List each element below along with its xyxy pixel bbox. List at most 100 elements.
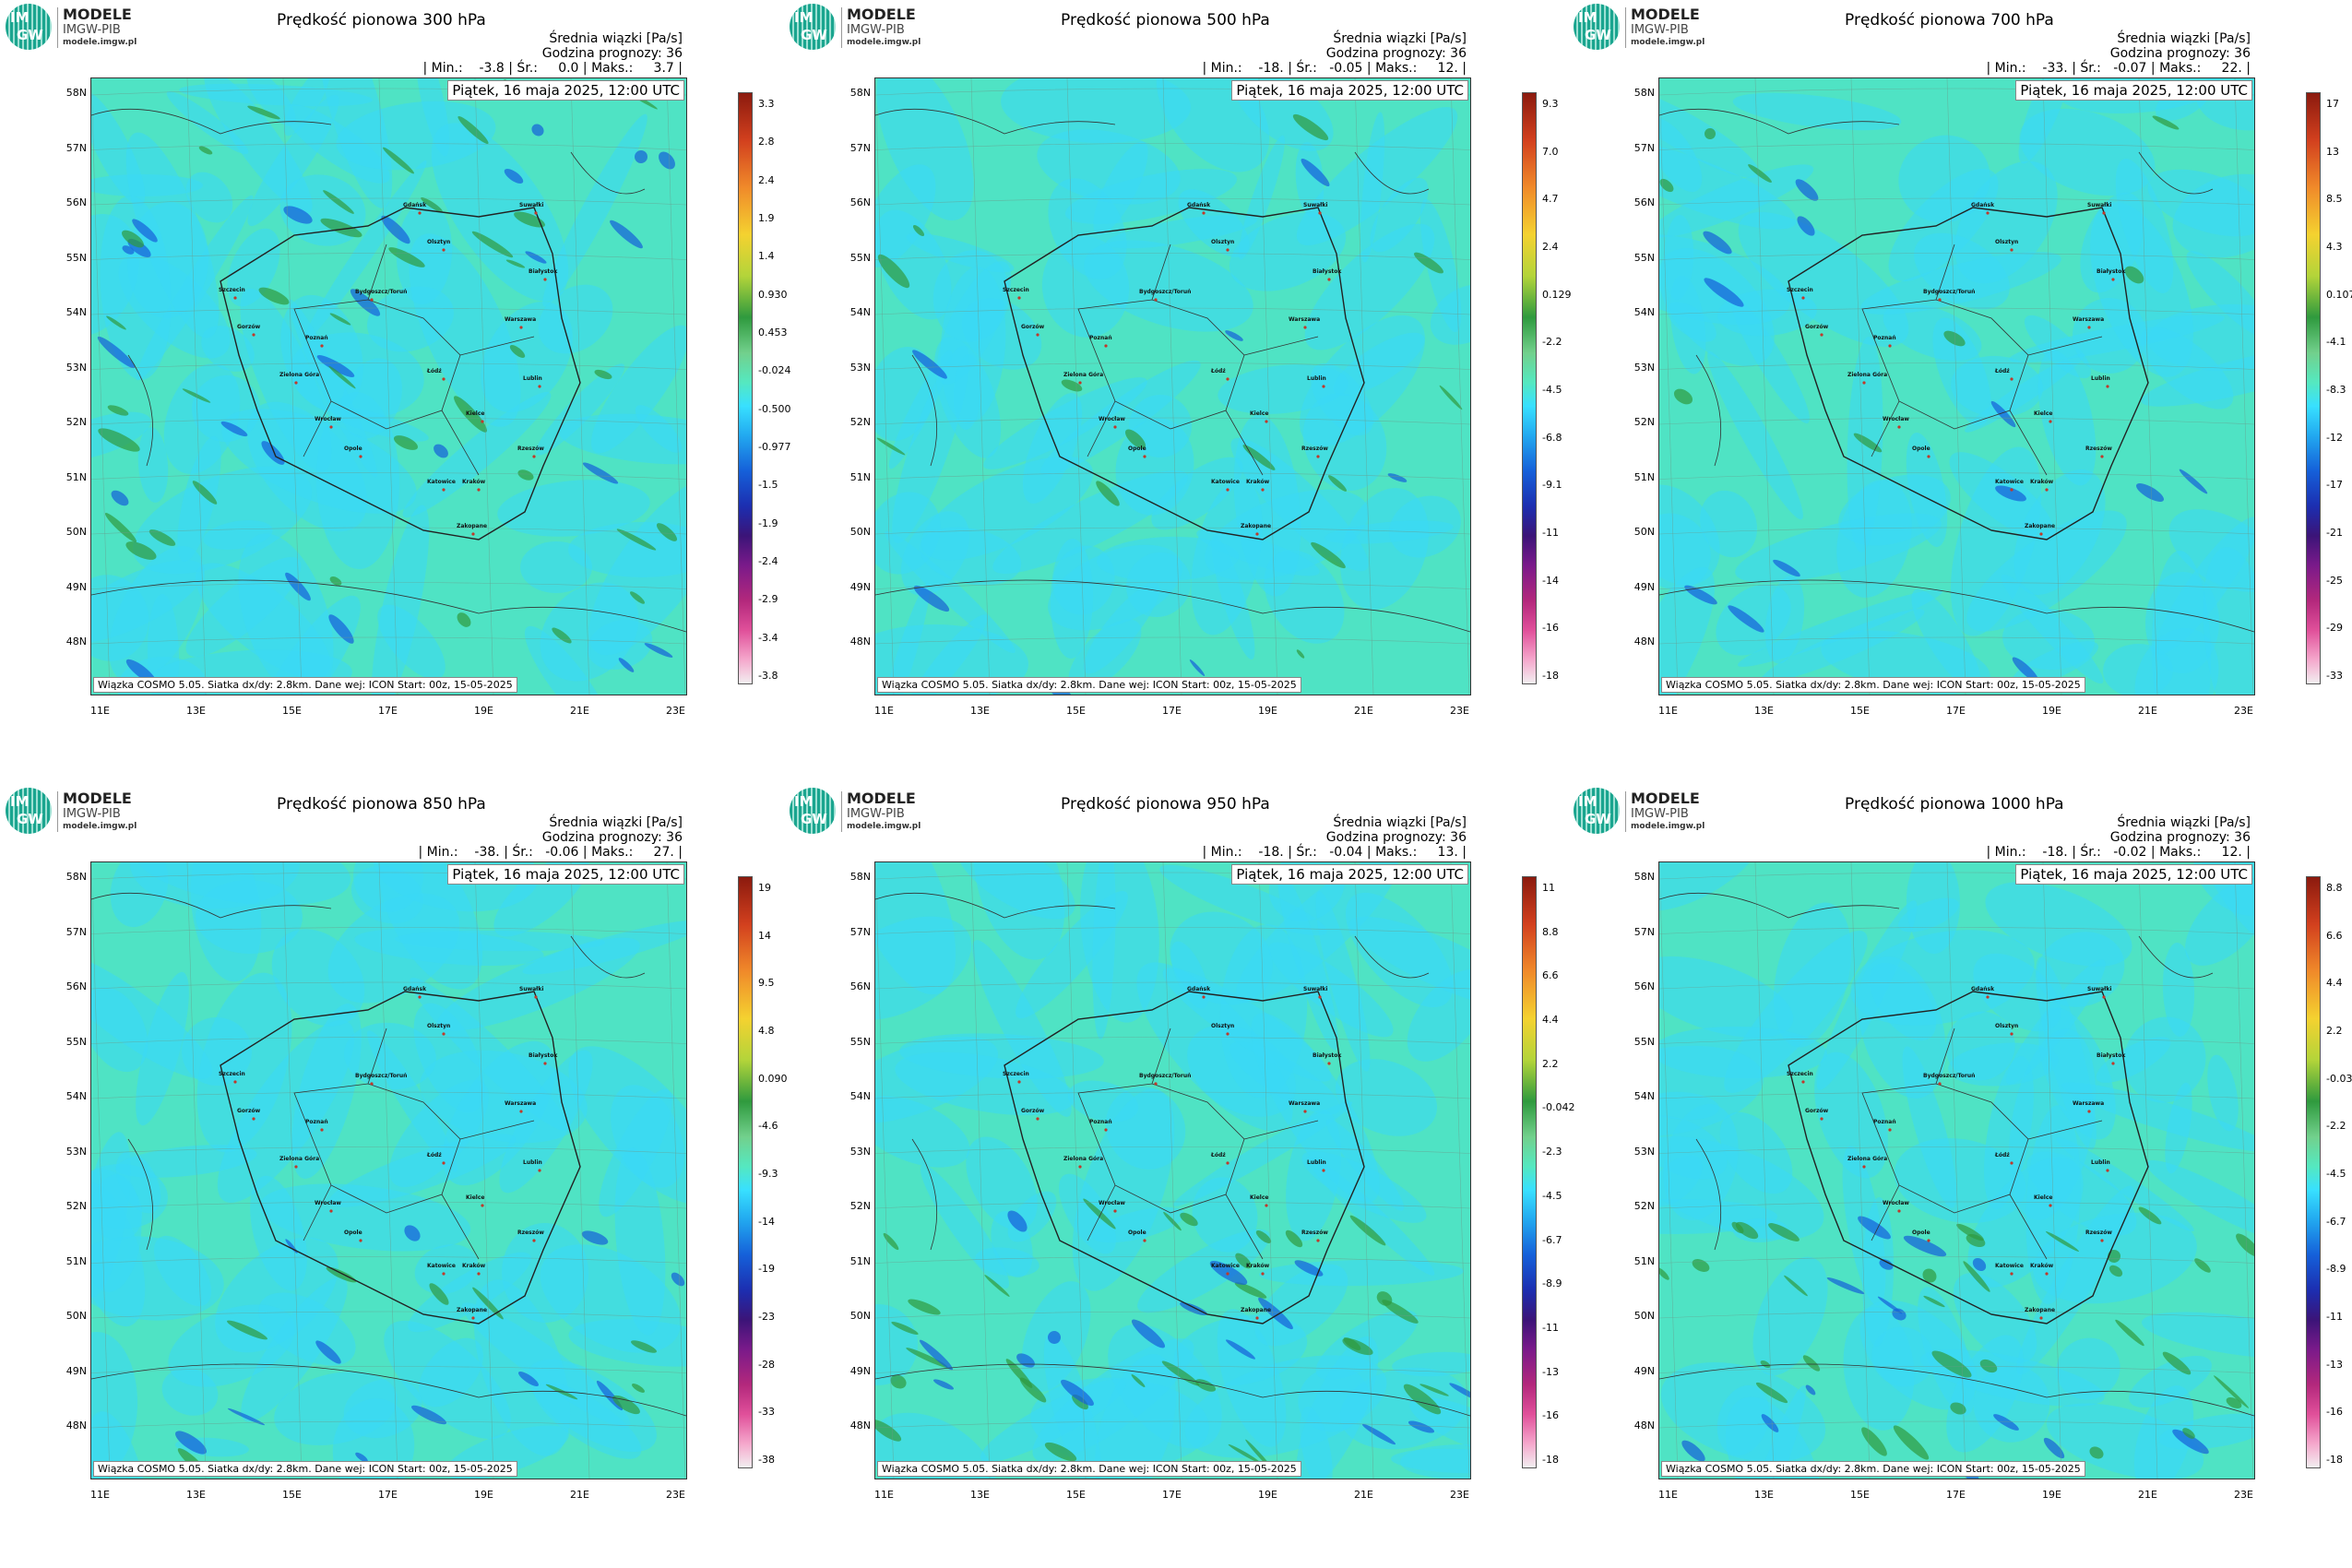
- logo-subtitle: IMGW-PIB: [1631, 807, 1689, 821]
- longitude-tick-label: 21E: [570, 1489, 589, 1501]
- city-label: Gorzów: [1805, 324, 1829, 330]
- city-label: Gdańsk: [1187, 202, 1211, 208]
- logo-im-text: IM: [794, 9, 814, 26]
- latitude-tick-label: 58N: [1633, 871, 1655, 883]
- latitude-tick-label: 51N: [1633, 1254, 1655, 1267]
- latitude-tick-label: 49N: [1633, 1364, 1655, 1377]
- city-label: Olsztyn: [1995, 1023, 2019, 1029]
- forecast-panel-5: IM GW MODELE IMGW-PIB modele.imgw.pl Prę…: [784, 784, 1574, 1568]
- logo-im-text: IM: [10, 9, 30, 26]
- logo-divider: [57, 791, 58, 832]
- city-label: Wrocław: [1099, 1200, 1125, 1206]
- city-label: Bydgoszcz/Toruń: [1139, 289, 1192, 295]
- city-label: Zielona Góra: [1063, 372, 1104, 378]
- longitude-tick-label: 21E: [2138, 1489, 2157, 1501]
- logo-title: MODELE: [847, 790, 916, 807]
- latitude-tick-label: 53N: [849, 361, 871, 374]
- panel-title: Prędkość pionowa 300 hPa: [277, 11, 486, 30]
- latitude-tick-label: 57N: [1633, 141, 1655, 154]
- longitude-tick-label: 19E: [2042, 705, 2061, 717]
- longitude-tick-label: 23E: [666, 705, 685, 717]
- colorbar-tick-label: 8.8: [1542, 925, 1559, 938]
- colorbar-tick-label: -2.4: [758, 555, 778, 567]
- city-label: Opole: [1128, 1229, 1146, 1236]
- latitude-tick-label: 57N: [849, 141, 871, 154]
- city-label: Szczecin: [219, 287, 245, 293]
- city-label: Zakopane: [1241, 1307, 1272, 1313]
- city-label: Zielona Góra: [1847, 372, 1888, 378]
- city-label: Lublin: [1307, 1159, 1326, 1166]
- city-label: Szczecin: [1003, 1071, 1029, 1077]
- map-area[interactable]: Piątek, 16 maja 2025, 12:00 UTC Wiązka C…: [1658, 77, 2255, 695]
- colorbar-tick-label: -21: [2326, 527, 2343, 539]
- colorbar-tick-label: -16: [1542, 622, 1559, 635]
- latitude-tick-label: 57N: [849, 925, 871, 938]
- colorbar-tick-label: -6.7: [2326, 1215, 2346, 1228]
- colorbar-tick-label: 0.930: [758, 288, 788, 301]
- city-label: Zielona Góra: [1063, 1156, 1104, 1162]
- logo-im-text: IM: [1578, 793, 1598, 810]
- map-area[interactable]: Piątek, 16 maja 2025, 12:00 UTC Wiązka C…: [1658, 861, 2255, 1479]
- city-label: Zakopane: [457, 1307, 488, 1313]
- colorbar-tick-label: -8.9: [2326, 1263, 2346, 1276]
- map-field: [875, 862, 1470, 1479]
- longitude-tick-label: 11E: [1658, 705, 1678, 717]
- latitude-tick-label: 56N: [1633, 980, 1655, 992]
- logo-subtitle: IMGW-PIB: [63, 23, 121, 37]
- city-label: Suwałki: [2087, 202, 2112, 208]
- colorbar-tick-label: 4.4: [2326, 977, 2343, 990]
- latitude-tick-label: 48N: [849, 636, 871, 647]
- latitude-tick-label: 56N: [1633, 196, 1655, 208]
- city-label: Szczecin: [219, 1071, 245, 1077]
- longitude-tick-label: 21E: [570, 705, 589, 717]
- colorbar-tick-label: 19: [758, 882, 771, 894]
- longitude-tick-label: 21E: [1354, 1489, 1373, 1501]
- imgw-logo-icon: IM GW: [6, 4, 52, 50]
- logo-divider: [841, 791, 842, 832]
- colorbar-tick-label: 7.0: [1542, 145, 1559, 158]
- city-label: Bydgoszcz/Toruń: [1923, 289, 1976, 295]
- city-label: Lublin: [2091, 375, 2110, 382]
- city-label: Zakopane: [2025, 523, 2056, 529]
- city-label: Białystok: [529, 268, 558, 275]
- city-label: Gorzów: [1021, 324, 1045, 330]
- stats-label: | Min.: -3.8 | Śr.: 0.0 | Maks.: 3.7 |: [422, 61, 683, 76]
- longitude-tick-label: 15E: [282, 1489, 302, 1501]
- latitude-tick-label: 57N: [1633, 925, 1655, 938]
- city-label: Szczecin: [1787, 287, 1813, 293]
- latitude-tick-label: 50N: [849, 1310, 871, 1322]
- longitude-tick-label: 11E: [90, 705, 110, 717]
- colorbar-tick-label: -2.3: [1542, 1146, 1562, 1158]
- map-area[interactable]: Piątek, 16 maja 2025, 12:00 UTC Wiązka C…: [874, 77, 1471, 695]
- city-label: Kielce: [2034, 410, 2053, 417]
- city-label: Suwałki: [1303, 202, 1328, 208]
- latitude-tick-label: 58N: [65, 87, 87, 99]
- city-label: Łódź: [1211, 368, 1226, 374]
- map-field: [1659, 78, 2254, 695]
- map-field: [875, 78, 1470, 695]
- city-label: Olsztyn: [1995, 239, 2019, 245]
- imgw-logo-icon: IM GW: [790, 788, 836, 834]
- logo-gw-text: GW: [801, 27, 827, 43]
- unit-label: Średnia wiązki [Pa/s]: [2117, 31, 2251, 46]
- map-area[interactable]: Piątek, 16 maja 2025, 12:00 UTC Wiązka C…: [90, 77, 687, 695]
- latitude-tick-label: 49N: [65, 1364, 87, 1377]
- latitude-tick-label: 55N: [65, 251, 87, 264]
- city-label: Wrocław: [315, 416, 341, 422]
- forecast-hour-label: Godzina prognozy: 36: [541, 46, 683, 61]
- latitude-tick-label: 57N: [65, 925, 87, 938]
- latitude-tick-label: 58N: [1633, 87, 1655, 99]
- latitude-tick-label: 48N: [65, 1420, 87, 1431]
- city-label: Rzeszów: [2085, 1229, 2112, 1236]
- longitude-tick-label: 19E: [474, 1489, 493, 1501]
- city-label: Rzeszów: [2085, 445, 2112, 452]
- map-area[interactable]: Piątek, 16 maja 2025, 12:00 UTC Wiązka C…: [874, 861, 1471, 1479]
- city-label: Gorzów: [237, 1108, 261, 1114]
- colorbar-tick-label: -8.3: [2326, 384, 2346, 396]
- colorbar-tick-label: 6.6: [2326, 929, 2343, 942]
- logo-gw-text: GW: [1585, 27, 1611, 43]
- colorbar: [1522, 92, 1537, 684]
- longitude-tick-label: 17E: [378, 705, 398, 717]
- map-area[interactable]: Piątek, 16 maja 2025, 12:00 UTC Wiązka C…: [90, 861, 687, 1479]
- latitude-tick-label: 52N: [849, 416, 871, 428]
